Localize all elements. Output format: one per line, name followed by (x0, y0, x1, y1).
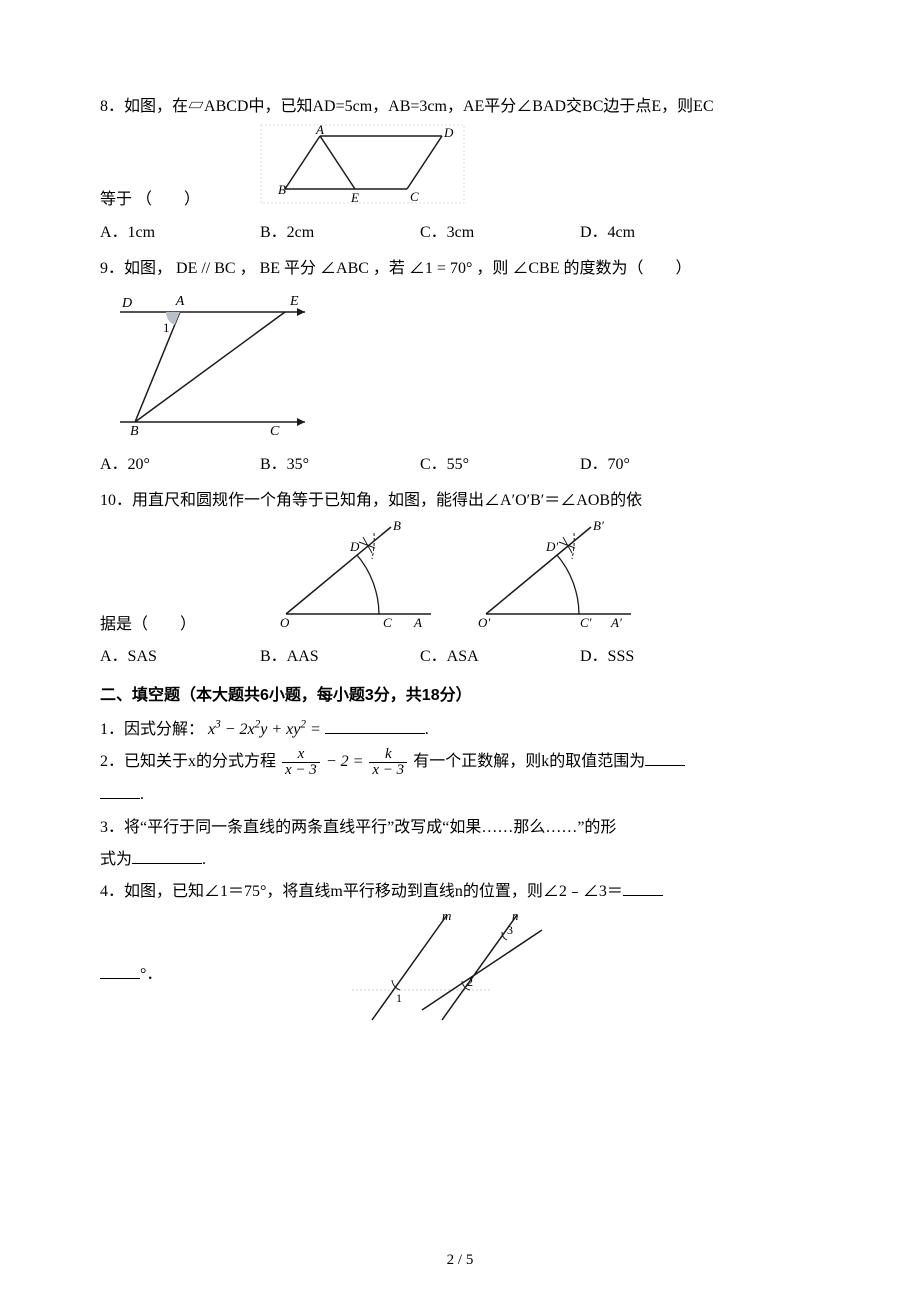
f4-label-n: n (512, 910, 519, 923)
q10-label-Ap: A′ (610, 615, 622, 629)
f4-blank-b (100, 962, 140, 979)
q10-opt-D: D．SSS (580, 642, 740, 672)
f3-blank (132, 847, 202, 864)
q9-number: 9． (100, 260, 124, 277)
q9-figure: D A E B C 1 (100, 287, 820, 448)
f3-line2: 式为. (100, 845, 820, 875)
q9-label-C: C (270, 424, 280, 437)
q9-options: A．20° B．35° C．55° D．70° (100, 450, 740, 480)
q10-stem-a: 用直尺和圆规作一个角等于已知角，如图，能得出∠A′O′B′＝∠AOB的依 (132, 492, 642, 509)
q10-label-Op: O′ (478, 615, 490, 629)
f4-number: 4． (100, 883, 124, 900)
f1: 1．因式分解： x3 − 2x2y + xy2 = . (100, 715, 820, 745)
q8-label-B: B (278, 182, 286, 197)
section2-title: 二、填空题（本大题共6小题，每小题3分，共18分） (100, 681, 820, 711)
f3-text-b: 式为 (100, 851, 132, 868)
f2-blank-a (645, 749, 685, 766)
f3: 3．将“平行于同一条直线的两条直线平行”改写成“如果……那么……”的形 (100, 813, 820, 843)
f4-label-3: 3 (507, 923, 513, 937)
f2-frac1-num: x (282, 747, 320, 762)
q10-figure: O C A B D O′ C′ A′ B′ (256, 519, 656, 640)
q9-opt-C: C．55° (420, 450, 580, 480)
q8-label-C: C (410, 189, 419, 204)
f4-text-b: °． (140, 966, 162, 983)
q9-opt-A: A．20° (100, 450, 260, 480)
q8-stem: 8．如图，在▱ABCD中，已知AD=5cm，AB=3cm，AE平分∠BAD交BC… (100, 92, 820, 122)
q8-opt-D: D．4cm (580, 218, 740, 248)
q10-label-Dp: D′ (545, 539, 558, 554)
q10-options: A．SAS B．AAS C．ASA D．SSS (100, 642, 740, 672)
q9-label-D: D (121, 296, 132, 311)
f1-expr: x3 − 2x2y + xy2 = (208, 721, 321, 738)
f2-number: 2． (100, 753, 124, 770)
f4-label-m: m (442, 910, 451, 923)
q10-label-D: D (349, 539, 360, 554)
f2-text-a: 已知关于x的分式方程 (124, 753, 276, 770)
q10-label-O: O (280, 615, 290, 629)
f2-frac2: k x − 3 (369, 747, 407, 778)
f1-blank (325, 717, 425, 734)
q8-number: 8． (100, 98, 124, 115)
f2-frac2-den: x − 3 (369, 762, 407, 778)
q10-label-A: A (413, 615, 422, 629)
q10-opt-A: A．SAS (100, 642, 260, 672)
q8-label-D: D (443, 125, 454, 140)
q8-opt-A: A．1cm (100, 218, 260, 248)
f1-text-a: 因式分解： (124, 721, 204, 738)
q8-stem-a: 如图，在▱ABCD中，已知AD=5cm，AB=3cm，AE平分∠BAD交BC边于… (124, 98, 714, 115)
q10-label-C: C (383, 615, 392, 629)
q9-label-1: 1 (163, 320, 170, 335)
f2: 2．已知关于x的分式方程 x x − 3 − 2 = k x − 3 有一个正数… (100, 747, 820, 778)
q10-opt-C: C．ASA (420, 642, 580, 672)
f4-label-1: 1 (396, 991, 402, 1005)
q10-label-Cp: C′ (580, 615, 592, 629)
q9-label-E: E (289, 294, 299, 309)
f1-number: 1． (100, 721, 124, 738)
q10-label-B: B (393, 519, 401, 533)
q10-number: 10． (100, 492, 132, 509)
f4-blank-a (623, 879, 663, 896)
f1-text-b: . (425, 721, 429, 738)
f4-line2: °． (100, 960, 162, 990)
q8-opt-B: B．2cm (260, 218, 420, 248)
f2-blank-b (100, 782, 140, 799)
q8-opt-C: C．3cm (420, 218, 580, 248)
q9-opt-B: B．35° (260, 450, 420, 480)
q9-stem-text: 如图， DE // BC ， BE 平分 ∠ABC ，若 ∠1 = 70° ，则… (124, 260, 691, 277)
page-footer: 2 / 5 (0, 1246, 920, 1275)
q8-options: A．1cm B．2cm C．3cm D．4cm (100, 218, 740, 248)
q8-label-A: A (315, 124, 324, 137)
q10-stem: 10．用直尺和圆规作一个角等于已知角，如图，能得出∠A′O′B′＝∠AOB的依 (100, 486, 820, 516)
f4-text-a: 如图，已知∠1＝75°，将直线m平行移动到直线n的位置，则∠2﹣∠3＝ (124, 883, 623, 900)
q10-stem-b: 据是（ ） (100, 610, 196, 640)
f4-row: °． m n 1 2 3 (100, 910, 820, 1041)
page: 8．如图，在▱ABCD中，已知AD=5cm，AB=3cm，AE平分∠BAD交BC… (0, 0, 920, 1302)
f3-number: 3． (100, 819, 124, 836)
f4: 4．如图，已知∠1＝75°，将直线m平行移动到直线n的位置，则∠2﹣∠3＝ (100, 877, 820, 907)
f2-line2: . (100, 780, 820, 810)
f2-mid: − 2 = (326, 753, 364, 770)
q8-stem-b: 等于 （ ） (100, 185, 200, 215)
q8-row: 等于 （ ） A D B E C (100, 124, 820, 215)
f2-text-b: 有一个正数解，则k的取值范围为 (413, 753, 645, 770)
f4-figure: m n 1 2 3 (342, 910, 562, 1041)
f2-frac1: x x − 3 (282, 747, 320, 778)
q8-figure: A D B E C (260, 124, 465, 215)
q9-stem: 9．如图， DE // BC ， BE 平分 ∠ABC ，若 ∠1 = 70° … (100, 254, 820, 284)
q9-label-B: B (130, 424, 139, 437)
q10-label-Bp: B′ (593, 519, 604, 533)
q10-row: 据是（ ） O C A B D (100, 519, 820, 640)
f4-label-2: 2 (467, 975, 473, 989)
q9-opt-D: D．70° (580, 450, 740, 480)
f3-text-a: 将“平行于同一条直线的两条直线平行”改写成“如果……那么……”的形 (124, 819, 616, 836)
q9-label-A: A (175, 294, 185, 309)
f2-frac2-num: k (369, 747, 407, 762)
f2-frac1-den: x − 3 (282, 762, 320, 778)
q8-label-E: E (350, 190, 359, 204)
q10-opt-B: B．AAS (260, 642, 420, 672)
f3-text-c: . (202, 851, 206, 868)
f2-text-c: . (140, 786, 144, 803)
